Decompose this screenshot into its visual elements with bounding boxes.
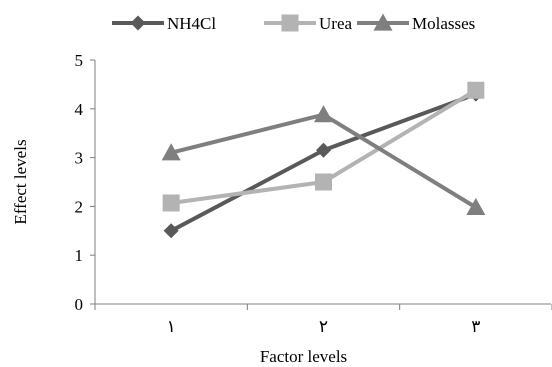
series-molasses [161, 105, 486, 215]
x-tick-label: ١ [167, 317, 176, 336]
legend-marker [373, 13, 393, 31]
legend-marker [281, 14, 299, 32]
y-axis-title: Effect levels [11, 139, 30, 224]
legend-label: Urea [319, 14, 352, 33]
legend-item-urea: Urea [264, 14, 352, 33]
legend-item-molasses: Molasses [357, 13, 475, 33]
y-axis-ticks: 0 1 2 3 4 5 [75, 51, 95, 314]
data-point-molasses [466, 197, 486, 215]
legend-marker [130, 15, 146, 31]
y-tick-label: 1 [75, 246, 84, 265]
data-point-urea [467, 81, 485, 99]
y-tick-label: 5 [75, 51, 84, 70]
x-tick-label: ٢ [319, 317, 328, 336]
data-point-nh4cl [163, 223, 179, 239]
data-point-urea [162, 194, 180, 212]
legend: NH4Cl Urea Molasses [112, 13, 475, 33]
data-point-urea [315, 173, 332, 191]
series-urea [162, 81, 485, 212]
y-tick-label: 3 [75, 149, 84, 168]
data-point-molasses [161, 143, 181, 161]
legend-label: Molasses [412, 14, 475, 33]
y-tick-label: 4 [75, 100, 84, 119]
x-axis-title: Factor levels [260, 347, 347, 366]
x-axis-ticks: ١ ٢ ٣ [94, 304, 552, 336]
y-tick-label: 0 [75, 295, 84, 314]
data-point-molasses [314, 105, 333, 123]
x-tick-label: ٣ [471, 317, 480, 336]
series-line-molasses [170, 112, 477, 210]
legend-label: NH4Cl [167, 14, 216, 33]
series-layer [161, 81, 486, 239]
data-point-nh4cl [316, 142, 331, 158]
y-tick-label: 2 [75, 197, 84, 216]
legend-item-nh4cl: NH4Cl [112, 14, 216, 33]
